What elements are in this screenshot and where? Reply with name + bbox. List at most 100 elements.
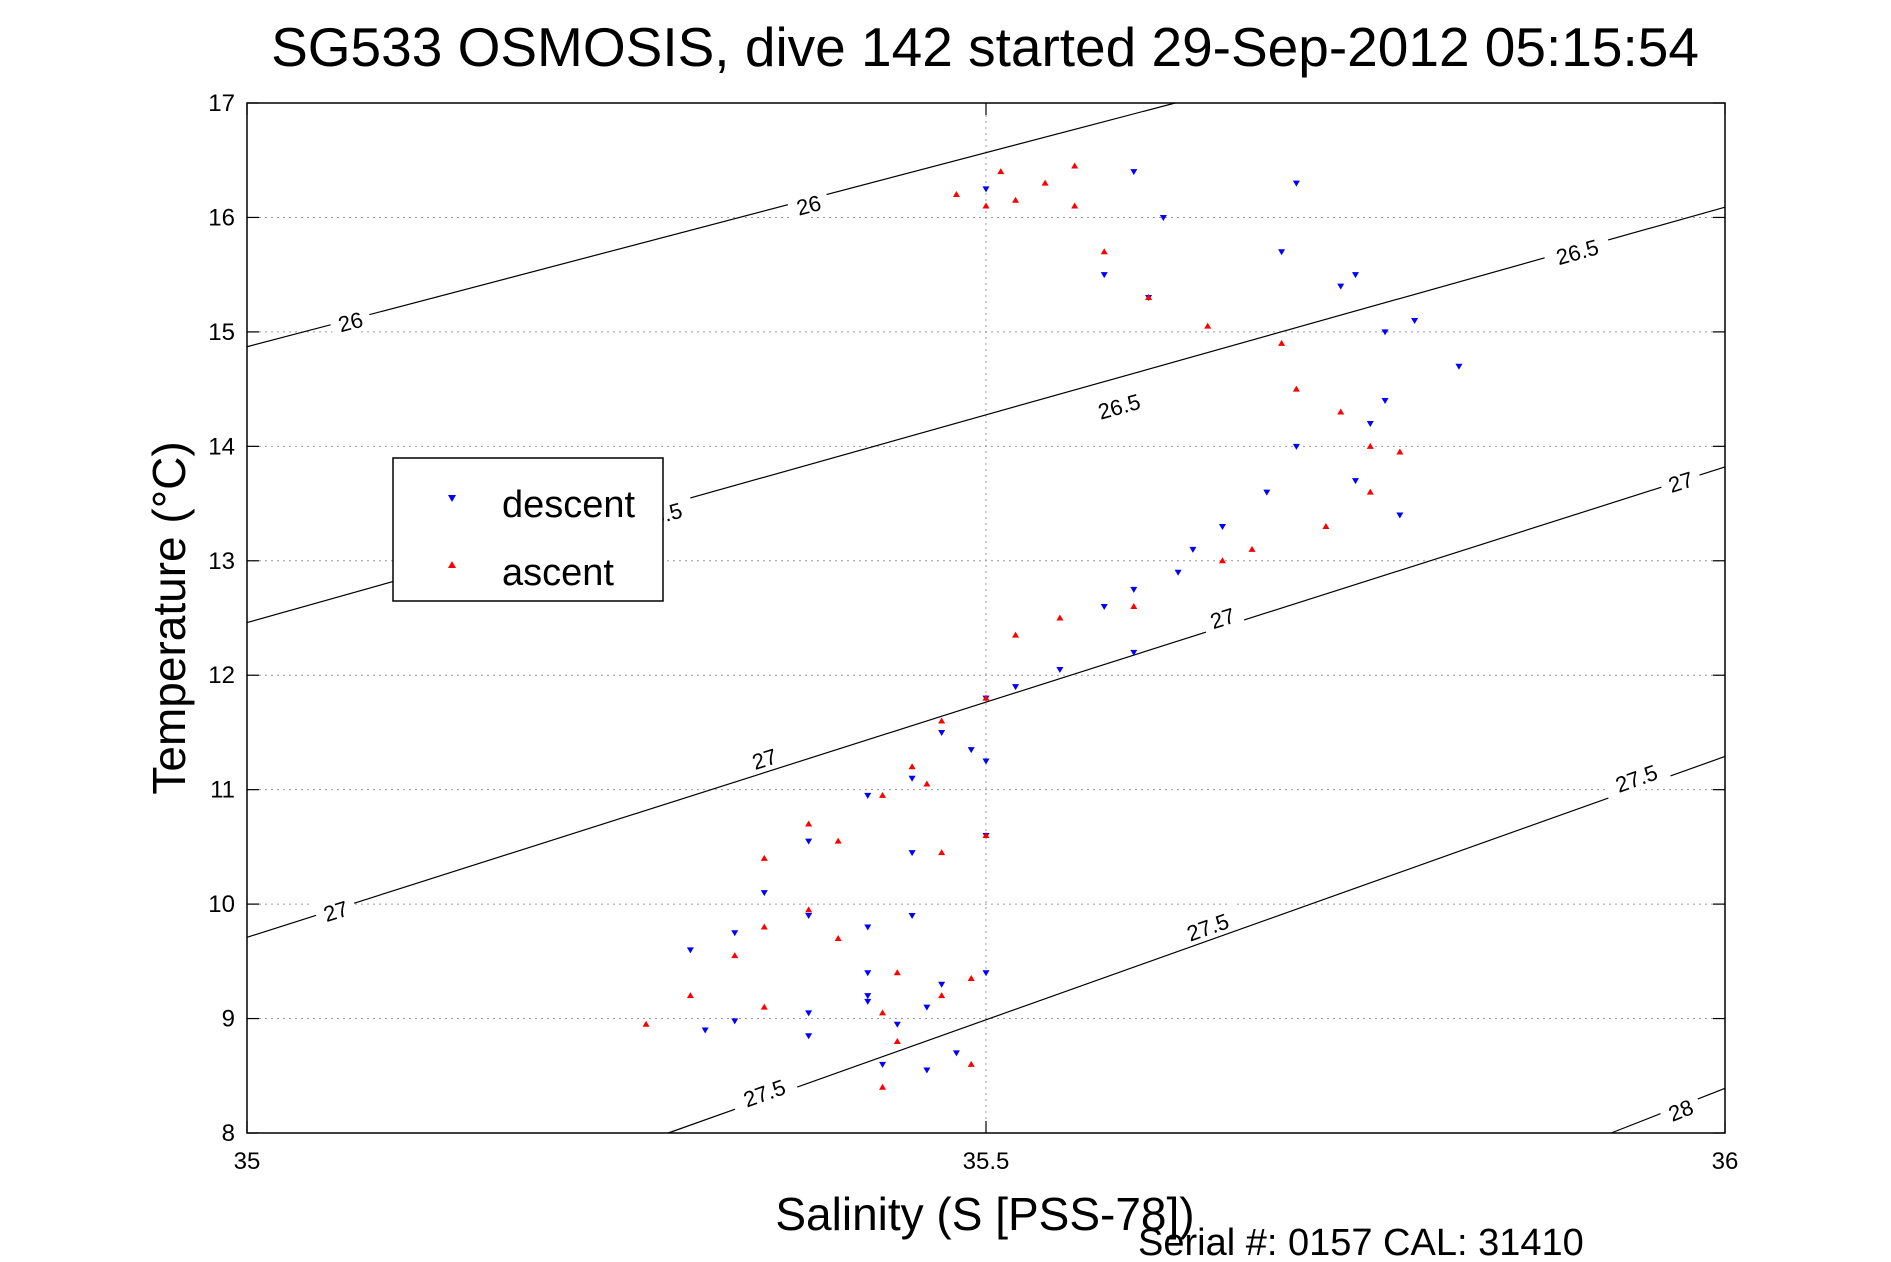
ascent-point: [997, 168, 1005, 175]
y-tick-label: 13: [208, 548, 235, 575]
descent-point: [1455, 363, 1463, 370]
descent-point: [1100, 272, 1108, 279]
y-tick-label: 15: [208, 319, 235, 346]
isopycnal-label-text: 26.5: [1095, 389, 1143, 425]
ascent-point: [1012, 196, 1020, 203]
x-tick-label: 35.5: [963, 1148, 1010, 1175]
isopycnal-label-text: 27.5: [740, 1074, 789, 1112]
isopycnal-label: 27: [740, 739, 787, 777]
y-axis-label: Temperature (°C): [143, 441, 195, 794]
legend-descent-marker: [448, 495, 456, 502]
isopycnal-label-text: 27.5: [1612, 760, 1661, 798]
isopycnal-line: [246, 102, 1176, 348]
descent-point: [967, 747, 975, 754]
ascent-point: [1248, 545, 1256, 552]
descent-point: [1337, 283, 1345, 290]
descent-point: [760, 890, 768, 897]
ascent-point: [1366, 488, 1374, 495]
descent-point: [1218, 523, 1226, 530]
descent-point: [731, 930, 739, 937]
descent-point: [805, 1010, 813, 1017]
descent-point: [864, 970, 872, 977]
legend-box: [392, 457, 664, 602]
descent-point: [805, 838, 813, 845]
ascent-point: [1396, 448, 1404, 455]
y-tick-label: 14: [208, 433, 235, 460]
ascent-point: [893, 1037, 901, 1044]
descent-point: [864, 792, 872, 799]
legend: descent ascent: [392, 457, 664, 602]
ascent-point: [834, 934, 842, 941]
isopycnal-label: 27: [1657, 462, 1704, 500]
descent-point: [1292, 443, 1300, 450]
descent-point: [1396, 512, 1404, 519]
isopycnal-label: 27: [312, 891, 359, 929]
descent-point: [1130, 649, 1138, 656]
ascent-point: [760, 1003, 768, 1010]
ascent-point: [967, 1060, 975, 1067]
chart-title: SG533 OSMOSIS, dive 142 started 29-Sep-2…: [271, 16, 1699, 78]
descent-point: [923, 1067, 931, 1074]
descent-point: [864, 998, 872, 1005]
y-tick-label: 11: [210, 777, 235, 804]
descent-point: [908, 850, 916, 857]
legend-ascent-marker: [448, 561, 456, 568]
descent-point: [1263, 489, 1271, 496]
isopycnal-label-text: 26.5: [1553, 234, 1601, 270]
descent-point: [1130, 169, 1138, 176]
isopycnal-label-bg: [312, 891, 359, 929]
ascent-point: [879, 791, 887, 798]
isopycnal-label: 28: [1656, 1089, 1704, 1129]
isopycnal-label-bg: [327, 302, 373, 339]
ascent-point: [982, 202, 990, 209]
ascent-point: [982, 831, 990, 838]
y-tick-label: 9: [222, 1006, 235, 1033]
descent-point: [1381, 329, 1389, 336]
descent-point: [982, 970, 990, 977]
data-points: [642, 162, 1463, 1090]
descent-point: [952, 1050, 960, 1057]
descent-point: [982, 186, 990, 193]
ascent-point: [967, 975, 975, 981]
ascent-point: [642, 1020, 650, 1027]
descent-point: [908, 913, 916, 920]
plot-frame: [246, 102, 1726, 1134]
descent-point: [923, 1004, 931, 1011]
isopycnal-label: 26: [785, 186, 832, 222]
descent-point: [1130, 586, 1138, 593]
ascent-point: [1278, 339, 1286, 346]
isopycnal-label-bg: [1600, 753, 1672, 801]
x-tick-label: 35: [234, 1148, 261, 1175]
ascent-point: [1041, 179, 1049, 186]
ascent-point: [1337, 408, 1345, 415]
grid-lines: [247, 103, 1725, 1133]
descent-point: [938, 729, 946, 736]
isopycnal-label-bg: [1171, 902, 1243, 950]
isopycnal-line: [246, 466, 1726, 938]
descent-point: [1189, 546, 1197, 553]
ascent-point: [1322, 522, 1330, 529]
descent-point: [908, 775, 916, 782]
ascent-point: [893, 969, 901, 976]
descent-point: [1352, 272, 1359, 279]
ascent-point: [1292, 385, 1300, 392]
descent-point: [938, 981, 946, 988]
isopycnal-label: 27.5: [728, 1068, 800, 1116]
isopycnal-label: 27.5: [1171, 902, 1243, 950]
isopycnal-label-bg: [1199, 598, 1246, 636]
descent-point: [893, 1021, 901, 1028]
isopycnal-label-bg: [728, 1068, 800, 1116]
isopycnal-label-bg: [1541, 229, 1613, 273]
ascent-point: [908, 763, 916, 770]
descent-point: [1012, 684, 1020, 691]
descent-point: [1366, 420, 1374, 427]
descent-point: [1100, 604, 1108, 611]
ascent-point: [834, 837, 842, 844]
ascent-point: [1204, 322, 1212, 329]
y-tick-label: 17: [208, 90, 235, 117]
descent-point: [1278, 249, 1286, 256]
serial-cal-footer: Serial #: 0157 CAL: 31410: [1138, 1222, 1584, 1262]
legend-ascent-label: ascent: [502, 552, 614, 594]
